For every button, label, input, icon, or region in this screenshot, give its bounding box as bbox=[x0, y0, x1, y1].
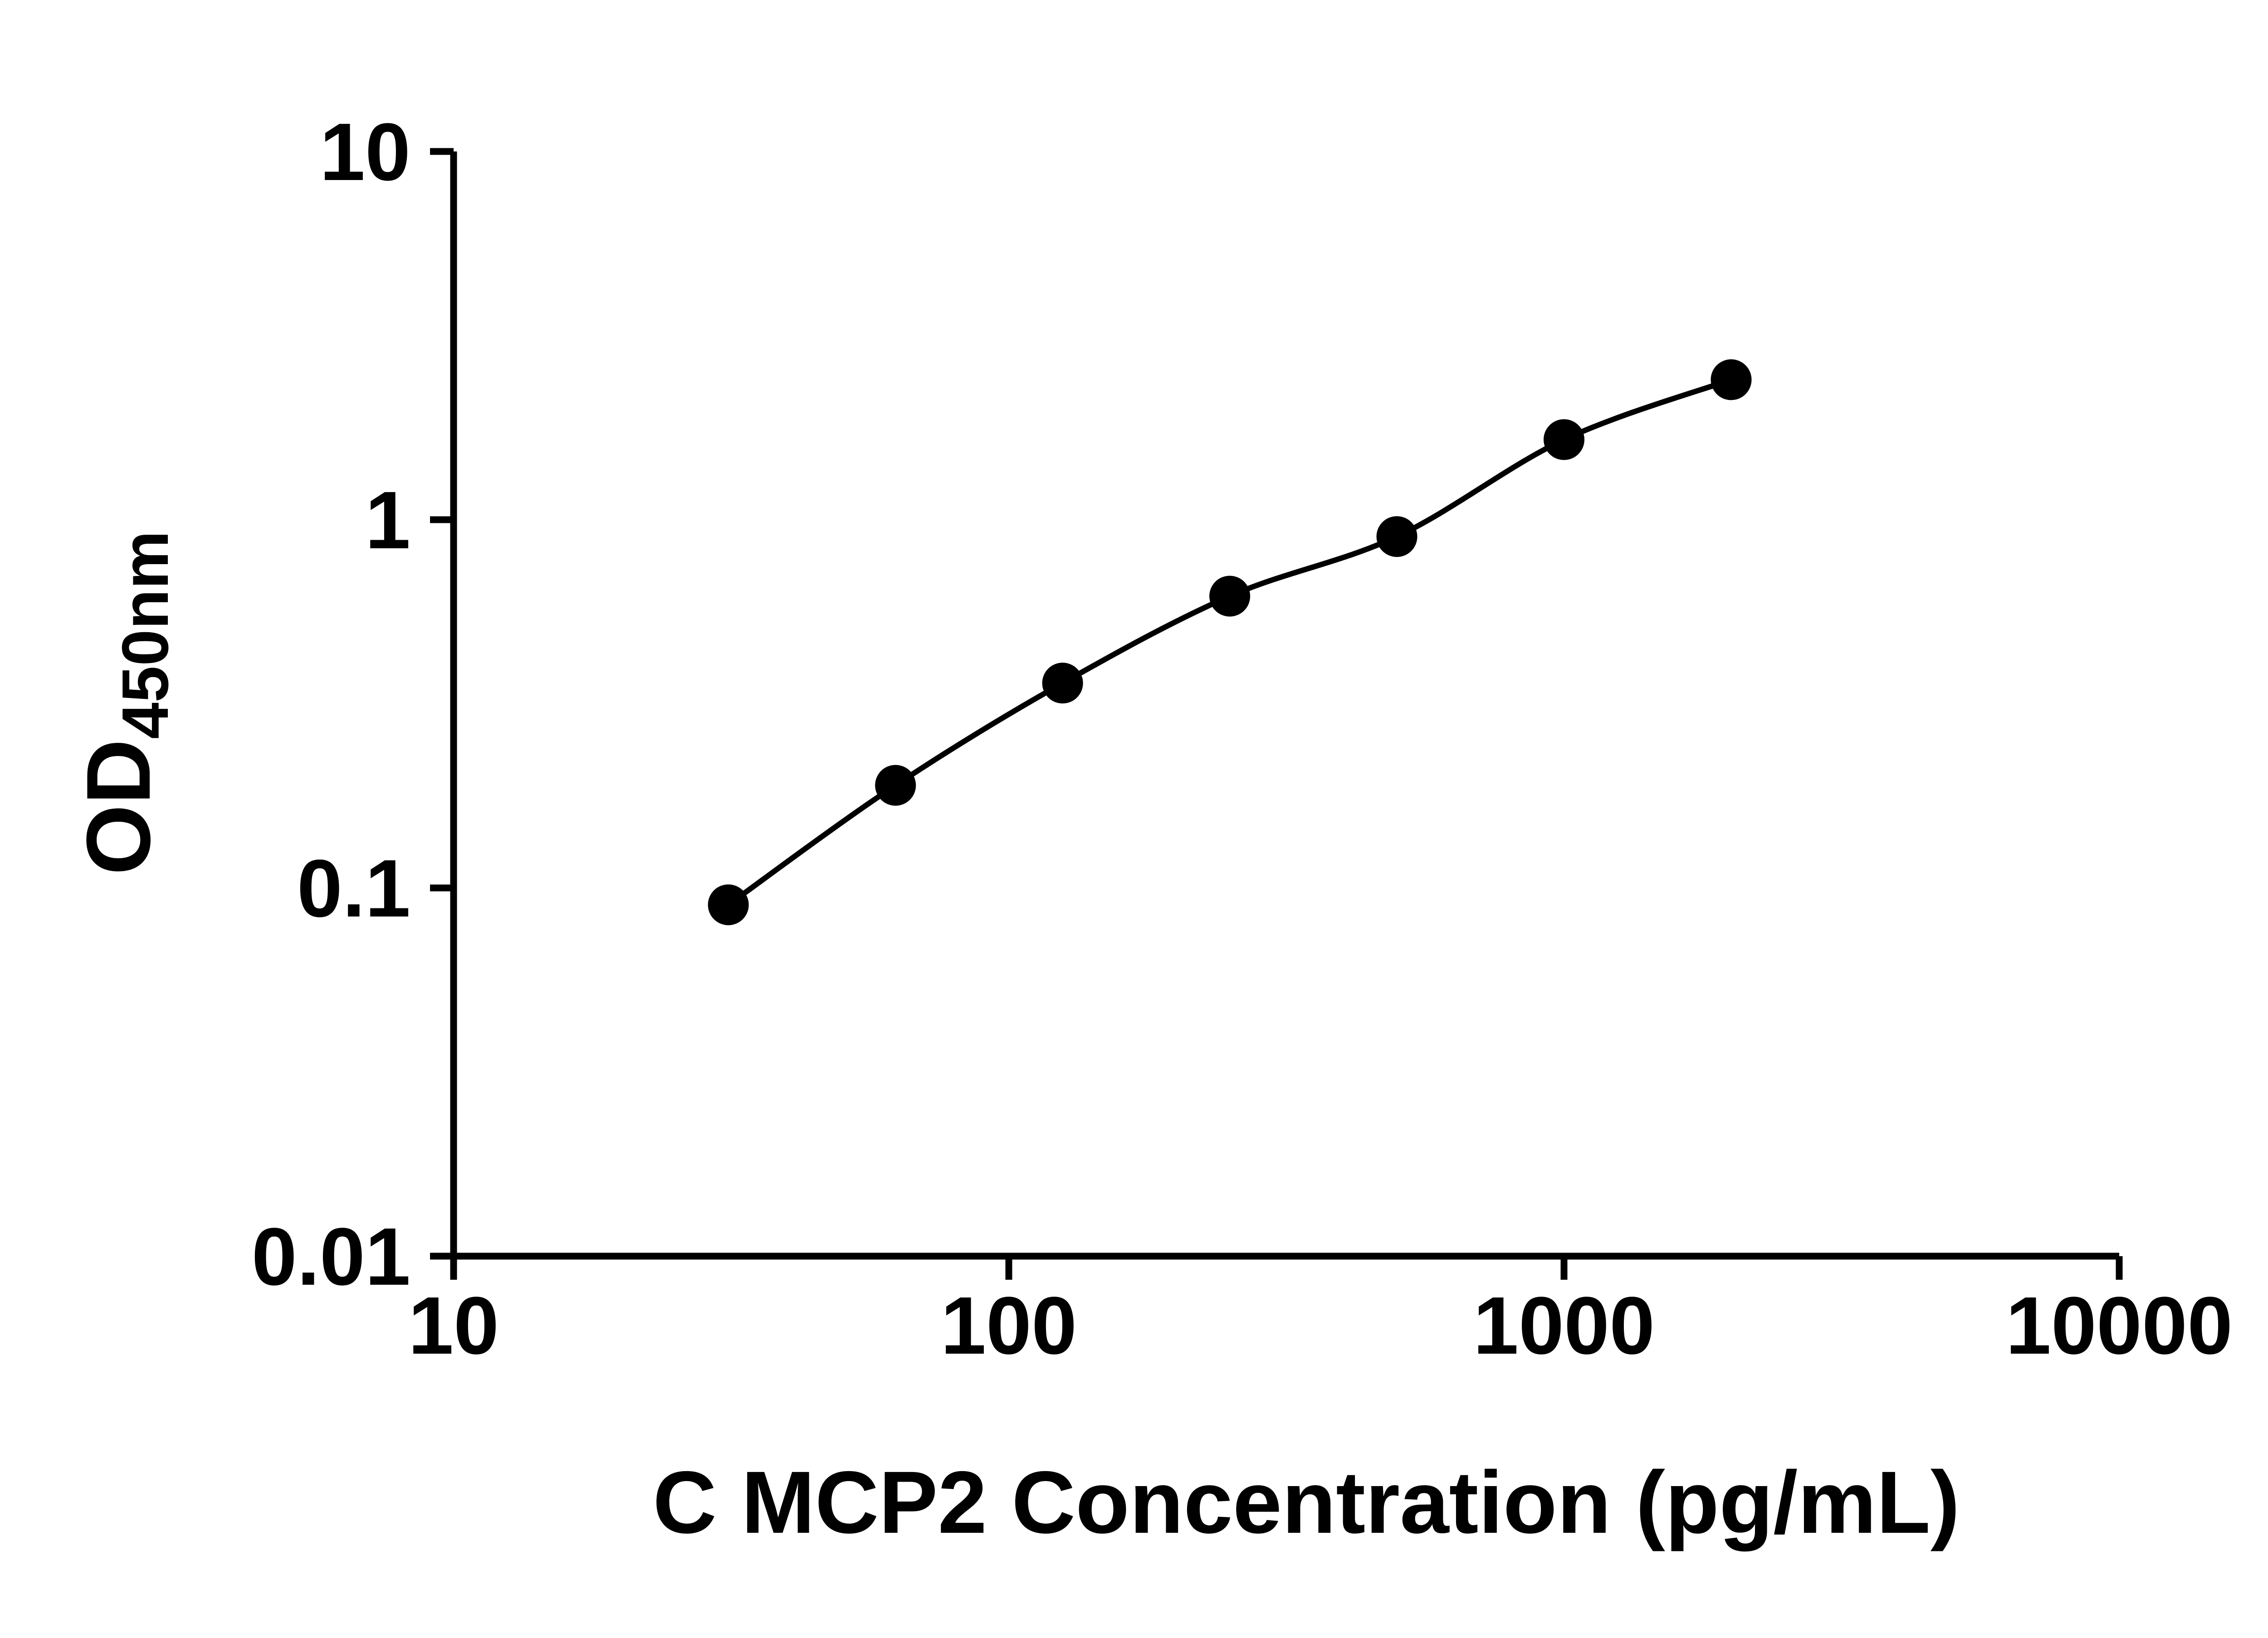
x-tick-label: 1000 bbox=[1473, 1280, 1655, 1371]
data-point bbox=[1209, 575, 1251, 617]
data-point bbox=[1042, 663, 1083, 704]
x-axis-title: C MCP2 Concentration (pg/mL) bbox=[653, 1453, 1960, 1552]
data-point bbox=[708, 884, 749, 926]
x-tick-label: 10 bbox=[408, 1280, 499, 1371]
data-point bbox=[875, 765, 916, 806]
y-tick-label: 0.01 bbox=[252, 1211, 411, 1302]
y-tick-label: 1 bbox=[365, 475, 411, 566]
x-tick-label: 100 bbox=[941, 1280, 1077, 1371]
plot-area: 10 100 1000 10000 0.01 0.1 1 10 bbox=[252, 107, 2233, 1371]
y-axis-title-main: OD bbox=[68, 739, 169, 875]
y-axis-title-subscript: 450nm bbox=[108, 531, 182, 739]
axes bbox=[450, 151, 2119, 1260]
fit-curve bbox=[725, 377, 1734, 908]
data-point bbox=[1376, 516, 1418, 557]
y-tick-label: 10 bbox=[320, 107, 411, 198]
data-point bbox=[1544, 419, 1584, 460]
y-tick-label: 0.1 bbox=[297, 843, 411, 934]
y-axis-title: OD450nm bbox=[68, 531, 182, 875]
x-tick-label: 10000 bbox=[2006, 1280, 2233, 1371]
data-point bbox=[1711, 359, 1752, 400]
